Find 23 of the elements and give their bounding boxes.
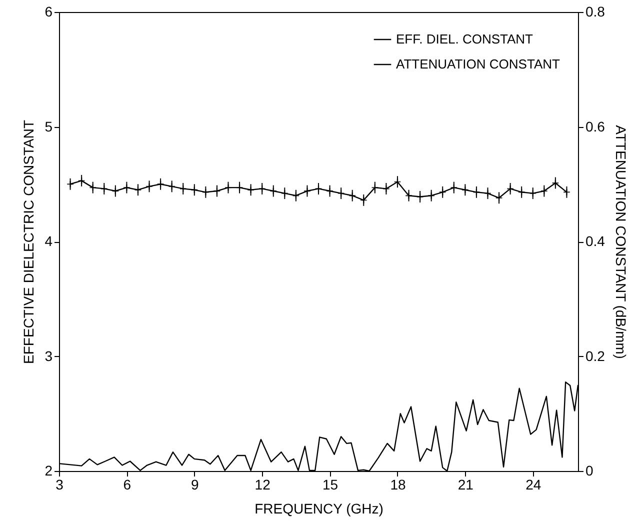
y2-tick-label: 0.4 [586,233,606,249]
y-tick-label: 3 [44,348,53,364]
x-axis-title: FREQUENCY (GHz) [254,500,384,516]
legend-label: ATTENUATION CONSTANT [396,56,560,72]
y2-axis-title: ATTENUATION CONSTANT (dB/mm) [612,125,629,359]
x-tick-label: 15 [322,476,338,492]
y-tick-label: 5 [44,118,53,134]
legend-label: EFF. DIEL. CONSTANT [396,32,534,46]
x-tick-label: 9 [190,476,199,492]
x-tick-label: 21 [458,476,474,492]
y2-tick-label: 0.2 [586,348,606,364]
x-tick-label: 24 [526,476,542,492]
x-tick-label: 12 [254,476,271,492]
x-tick-label: 18 [390,476,406,492]
x-tick-label: 3 [56,476,64,492]
x-tick-label: 6 [123,476,132,492]
y-axis-title: EFFECTIVE DIELECTRIC CONSTANT [20,120,37,364]
y-tick-label: 6 [44,4,53,20]
y-tick-label: 4 [44,233,53,249]
y2-tick-label: 0.6 [586,118,606,134]
y2-tick-label: 0 [586,462,594,478]
y2-tick-label: 0.8 [586,4,606,20]
y-tick-label: 2 [44,462,53,478]
